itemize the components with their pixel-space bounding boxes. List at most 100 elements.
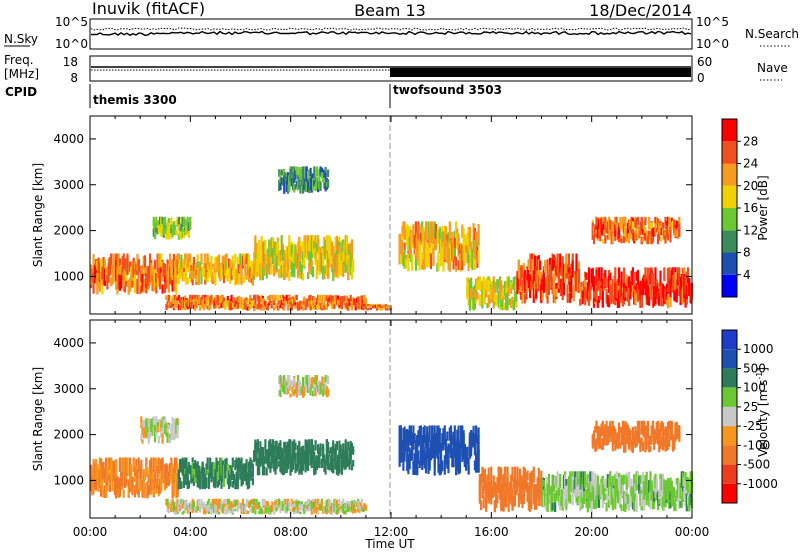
heatmap-cell-5-22-1	[192, 304, 195, 310]
heatmap-cell-0-30-1	[127, 279, 130, 294]
heatmap-cell-11-46-1	[649, 222, 652, 229]
heatmap-cell-6-50-0	[461, 425, 464, 445]
heatmap-cell-8-13-3	[482, 294, 485, 305]
heatmap-cell-5-124-2	[320, 299, 323, 308]
heatmap-cell-1-17-1	[199, 266, 202, 272]
heatmap-cell-3-7-3	[161, 226, 164, 236]
heatmap-cell-11-42-3	[644, 216, 647, 226]
heatmap-cell-5-27-1	[199, 298, 202, 305]
heatmap-cell-6-17-2	[387, 305, 390, 308]
heatmap-cell-5-31-1	[204, 508, 207, 515]
heatmap-cell-2-30-2	[290, 456, 293, 472]
heatmap-cell-5-3-1	[169, 305, 172, 308]
heatmap-cell-10-45-3	[635, 271, 638, 281]
nsky-tick-bottom: 10^0	[55, 37, 88, 51]
heatmap-cell-7-55-3	[467, 251, 470, 264]
heatmap-cell-5-135-3	[334, 507, 337, 512]
heatmap-cell-5-114-3	[308, 506, 311, 511]
heatmap-cell-5-64-1	[245, 300, 248, 304]
heatmap-cell-9-41-3	[567, 272, 570, 284]
heatmap-cell-6-47-2	[457, 450, 460, 472]
heatmap-cell-1-7-2	[186, 277, 189, 284]
time-axis-labels: 00:00 04:00 08:00 12:00 16:00 20:00 00:00	[73, 525, 710, 539]
date-title: 18/Dec/2014	[589, 1, 692, 20]
heatmap-cell-3-20-2	[165, 423, 168, 437]
heatmap-cell-1-49-2	[239, 275, 242, 282]
heatmap-cell-5-152-0	[355, 297, 359, 303]
heatmap-cell-8-98-1	[664, 499, 667, 508]
heatmap-cell-2-20-2	[278, 268, 281, 278]
heatmap-cell-7-28-3	[513, 466, 517, 483]
heatmap-cell-2-50-2	[315, 260, 318, 280]
heatmap-cell-7-40-0	[529, 497, 532, 512]
heatmap-cell-9-33-1	[633, 436, 636, 442]
heatmap-cell-5-40-1	[215, 299, 218, 308]
heatmap-cell-9-0-1	[591, 433, 594, 449]
heatmap-cell-5-71-3	[254, 294, 257, 301]
heatmap-cell-5-133-0	[332, 508, 335, 513]
heatmap-cell-0-51-2	[154, 259, 157, 270]
heatmap-cell-4-35-2	[322, 381, 325, 386]
heatmap-cell-4-4-3	[283, 375, 286, 384]
heatmap-cell-11-59-2	[665, 224, 668, 237]
heatmap-cell-0-21-3	[116, 253, 119, 267]
heatmap-cell-8-32-1	[581, 488, 584, 503]
heatmap-cell-7-30-1	[436, 262, 439, 272]
heatmap-cell-2-7-1	[261, 449, 264, 463]
heatmap-cell-6-28-3	[433, 453, 436, 476]
heatmap-cell-10-10-2	[591, 271, 594, 287]
heatmap-cell-7-21-1	[505, 483, 508, 501]
heatmap-cell-2-39-2	[302, 454, 305, 464]
heatmap-cell-8-60-1	[616, 479, 619, 500]
heatmap-cell-0-43-1	[143, 255, 147, 268]
heatmap-cell-7-36-3	[443, 232, 446, 258]
heatmap-cell-8-86-0	[649, 471, 652, 492]
heatmap-cell-8-15-0	[485, 280, 488, 298]
heatmap-cell-0-66-0	[172, 467, 175, 486]
heatmap-cell-7-13-3	[414, 254, 417, 267]
heatmap-cell-10-16-0	[599, 278, 602, 285]
heatmap-cell-4-13-1	[294, 381, 297, 390]
heatmap-cell-1-58-1	[250, 260, 253, 275]
heatmap-cell-0-55-0	[159, 268, 162, 284]
heatmap-cell-0-66-1	[172, 482, 175, 497]
velocity-colorbar-tick-label-2: 100	[743, 381, 766, 395]
heatmap-cell-5-20-3	[190, 302, 193, 306]
heatmap-cell-9-5-3	[597, 432, 601, 443]
heatmap-cell-8-37-2	[512, 301, 515, 311]
heatmap-cell-7-41-3	[449, 244, 453, 260]
heatmap-cell-9-61-1	[668, 420, 671, 431]
heatmap-cell-5-103-1	[294, 302, 297, 305]
heatmap-cell-6-3-3	[402, 456, 405, 471]
heatmap-cell-5-131-2	[329, 505, 332, 513]
heatmap-cell-3-9-2	[151, 417, 154, 430]
heatmap-cell-2-68-1	[338, 440, 341, 457]
heatmap-cell-0-42-1	[142, 255, 145, 269]
heatmap-cell-5-144-3	[345, 295, 349, 303]
heatmap-cell-7-17-2	[500, 495, 503, 512]
heatmap-cell-5-103-3	[294, 506, 297, 510]
heatmap-cell-3-26-2	[172, 433, 175, 441]
heatmap-cell-10-11-2	[592, 276, 596, 293]
heatmap-cell-5-15-2	[184, 301, 187, 308]
heatmap-cell-1-18-0	[200, 268, 203, 285]
heatmap-cell-2-58-2	[325, 449, 328, 466]
heatmap-cell-9-9-1	[527, 259, 530, 284]
heatmap-cell-10-35-3	[623, 282, 626, 301]
heatmap-cell-10-41-2	[630, 274, 633, 292]
heatmap-cell-3-18-0	[175, 219, 178, 225]
heatmap-cell-8-16-1	[561, 498, 564, 509]
heatmap-cell-0-35-1	[133, 261, 137, 269]
heatmap-cell-2-56-2	[323, 461, 326, 469]
heatmap-cell-8-38-0	[589, 471, 592, 485]
heatmap-cell-7-17-0	[500, 467, 503, 481]
heatmap-cell-5-79-2	[264, 500, 267, 507]
heatmap-cell-4-19-0	[302, 166, 305, 180]
heatmap-cell-9-44-2	[646, 422, 649, 436]
heatmap-cell-10-73-1	[670, 270, 673, 287]
heatmap-cell-7-17-1	[500, 483, 503, 496]
heatmap-cell-5-158-3	[363, 294, 366, 301]
heatmap-cell-0-6-2	[97, 468, 100, 477]
heatmap-cell-1-0-3	[177, 253, 180, 264]
heatmap-cell-5-19-2	[189, 296, 192, 304]
